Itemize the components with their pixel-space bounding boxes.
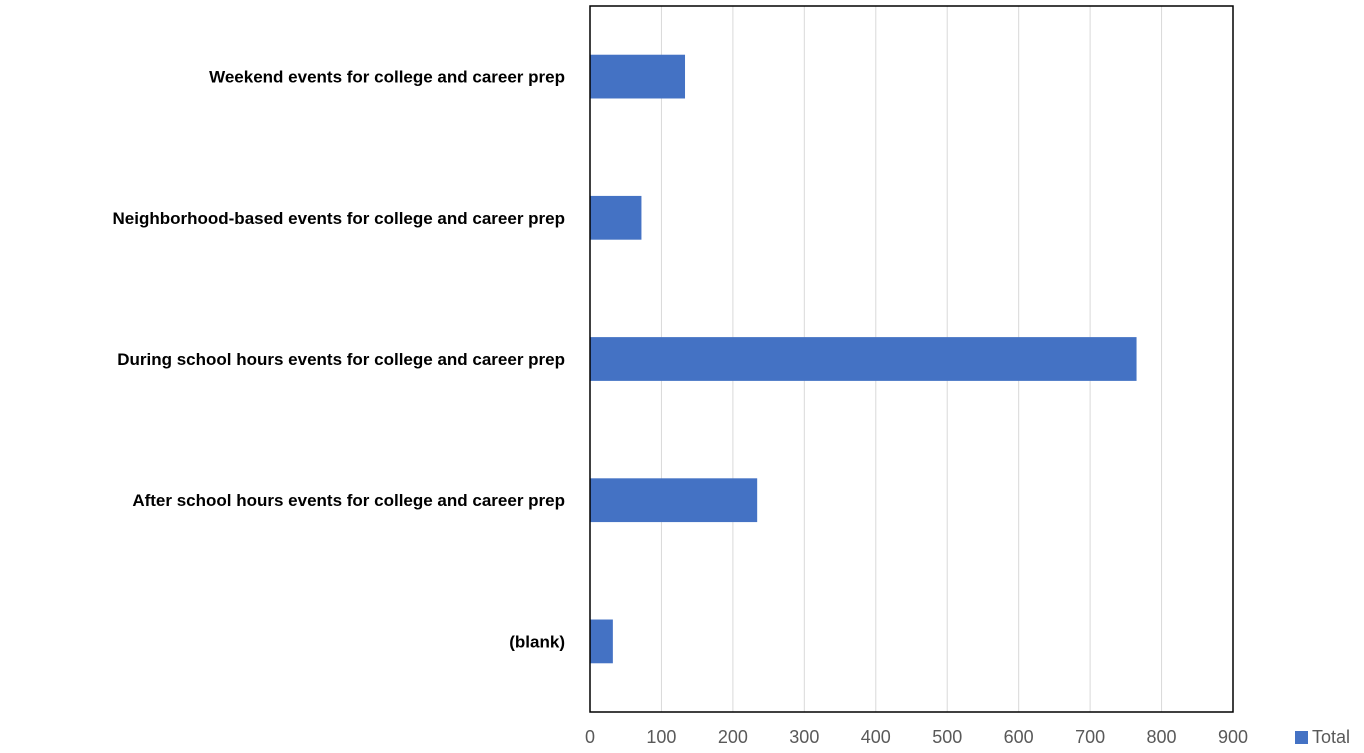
x-tick-label: 100	[646, 727, 676, 747]
bar	[590, 195, 642, 240]
x-tick-label: 500	[932, 727, 962, 747]
bar	[590, 478, 758, 523]
bar	[590, 337, 1137, 381]
x-tick-label: 0	[585, 727, 595, 747]
x-tick-label: 300	[789, 727, 819, 747]
legend: Total	[1295, 727, 1350, 747]
category-label: After school hours events for college an…	[132, 491, 565, 510]
bars	[590, 54, 1137, 664]
category-label: Weekend events for college and career pr…	[209, 68, 565, 87]
legend-label-total: Total	[1312, 727, 1350, 747]
x-tick-label: 200	[718, 727, 748, 747]
category-label: During school hours events for college a…	[117, 350, 565, 369]
x-tick-label: 800	[1147, 727, 1177, 747]
x-tick-label: 400	[861, 727, 891, 747]
bar	[590, 54, 686, 99]
legend-swatch-total	[1295, 731, 1308, 744]
category-label: (blank)	[509, 632, 565, 651]
plot-area-frame	[589, 5, 1234, 713]
x-tick-label: 900	[1218, 727, 1248, 747]
x-tick-labels: 0 100 200 300 400 500 600 700 800 900	[585, 727, 1248, 747]
x-tick-label: 700	[1075, 727, 1105, 747]
category-labels: Weekend events for college and career pr…	[113, 68, 566, 652]
bar	[590, 619, 613, 664]
category-label: Neighborhood-based events for college an…	[113, 209, 566, 228]
x-tick-label: 600	[1004, 727, 1034, 747]
